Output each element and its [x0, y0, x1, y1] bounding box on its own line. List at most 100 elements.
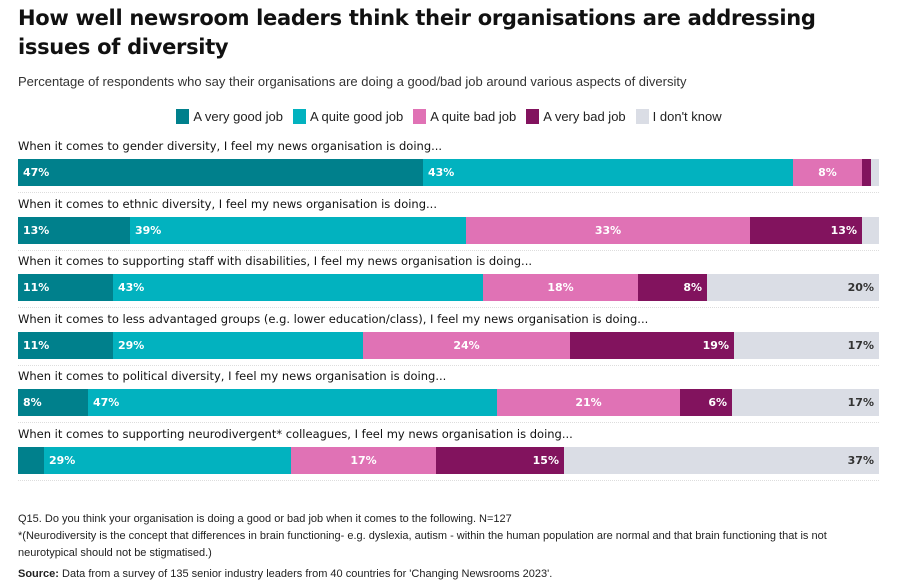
- bar-segment: 19%: [570, 332, 734, 359]
- question-code: Q15: [18, 513, 39, 525]
- chart-subtitle: Percentage of respondents who say their …: [18, 74, 687, 89]
- bar-segment: [862, 159, 871, 186]
- bar-segment: 11%: [18, 332, 113, 359]
- bar-segment: 43%: [423, 159, 793, 186]
- bar-segment: 39%: [130, 217, 466, 244]
- source-label: Source:: [18, 568, 59, 580]
- data-label: 13%: [830, 224, 857, 237]
- bar-segment: 20%: [707, 274, 879, 301]
- bar-segment: 17%: [291, 447, 436, 474]
- bar-segment: 29%: [113, 332, 363, 359]
- legend-swatch: [176, 109, 190, 124]
- data-label: 33%: [594, 224, 622, 237]
- bar-segment: 37%: [564, 447, 879, 474]
- data-label: 17%: [350, 454, 377, 467]
- legend-item: A quite bad job: [413, 109, 516, 124]
- legend-item: A very good job: [176, 109, 283, 124]
- data-label: 18%: [547, 281, 574, 294]
- chart-title: How well newsroom leaders think their or…: [18, 6, 816, 59]
- bar-row: When it comes to gender diversity, I fee…: [18, 138, 879, 193]
- data-label: 37%: [847, 454, 874, 467]
- row-divider: [18, 480, 879, 481]
- bar-segment: 33%: [466, 217, 750, 244]
- row-divider: [18, 192, 879, 193]
- category-label: When it comes to political diversity, I …: [18, 369, 447, 383]
- data-label: 11%: [23, 339, 50, 352]
- data-label: 24%: [453, 339, 480, 352]
- bar-segment: 8%: [18, 389, 88, 416]
- legend-label: I don't know: [652, 109, 722, 124]
- stacked-bar: 29% 17% 15% 37%: [18, 447, 879, 474]
- bar-segment: 43%: [113, 274, 483, 301]
- bar-segment: 24%: [363, 332, 570, 359]
- row-divider: [18, 365, 879, 366]
- data-label: 43%: [428, 166, 455, 179]
- footnote: *(Neurodiversity is the concept that dif…: [18, 530, 827, 559]
- bar-segment: 18%: [483, 274, 638, 301]
- stacked-bar: 11% 29% 24% 19% 17%: [18, 332, 879, 359]
- question-text: . Do you think your organisation is doin…: [38, 513, 512, 525]
- data-label: 47%: [93, 396, 120, 409]
- bar-row: When it comes to supporting neurodiverge…: [18, 426, 879, 481]
- legend-label: A quite bad job: [430, 109, 517, 124]
- stacked-bar: 13% 39% 33% 13%: [18, 217, 879, 244]
- footer: Q15. Do you think your organisation is d…: [18, 511, 888, 583]
- category-label: When it comes to supporting staff with d…: [18, 254, 533, 268]
- legend-label: A quite good job: [309, 109, 404, 124]
- legend-item: I don't know: [635, 109, 722, 124]
- question-note: Q15. Do you think your organisation is d…: [18, 511, 888, 528]
- data-label: 8%: [23, 396, 42, 409]
- bar-segment: 21%: [497, 389, 680, 416]
- data-label: 43%: [118, 281, 145, 294]
- bar-segment: 8%: [793, 159, 862, 186]
- legend-item: A very bad job: [526, 109, 626, 124]
- data-label: 15%: [532, 454, 559, 467]
- data-label: 6%: [708, 396, 727, 409]
- data-label: 19%: [702, 339, 729, 352]
- data-label: 13%: [23, 224, 50, 237]
- legend-swatch: [526, 109, 540, 124]
- legend-label: A very bad job: [543, 109, 626, 124]
- bar-segment: 8%: [638, 274, 707, 301]
- bar-segment: [862, 217, 879, 244]
- bar-segment: 17%: [734, 332, 879, 359]
- stacked-bar: 11% 43% 18% 8% 20%: [18, 274, 879, 301]
- bar-segment: 17%: [732, 389, 879, 416]
- category-label: When it comes to supporting neurodiverge…: [18, 427, 573, 441]
- legend-item: A quite good job: [292, 109, 404, 124]
- row-divider: [18, 422, 879, 423]
- category-label: When it comes to gender diversity, I fee…: [18, 139, 443, 153]
- bar-row: When it comes to supporting staff with d…: [18, 253, 879, 308]
- data-label: 8%: [683, 281, 702, 294]
- bar-segment: 11%: [18, 274, 113, 301]
- bar-segment: 15%: [436, 447, 564, 474]
- data-label: 8%: [818, 166, 837, 179]
- row-divider: [18, 307, 879, 308]
- bar-segment: 13%: [18, 217, 130, 244]
- data-label: 39%: [135, 224, 162, 237]
- legend-swatch: [413, 109, 427, 124]
- bar-segment: 29%: [44, 447, 291, 474]
- data-label: 29%: [49, 454, 76, 467]
- bar-segment: 47%: [18, 159, 423, 186]
- bar-segment: [871, 159, 879, 186]
- data-label: 17%: [847, 396, 874, 409]
- data-label: 11%: [23, 281, 50, 294]
- stacked-bar: 47% 43% 8%: [18, 159, 879, 186]
- source-text: Data from a survey of 135 senior industr…: [58, 568, 553, 580]
- row-divider: [18, 250, 879, 251]
- data-label: 29%: [118, 339, 145, 352]
- bar-row: When it comes to political diversity, I …: [18, 368, 879, 423]
- stacked-bar: 8% 47% 21% 6% 17%: [18, 389, 879, 416]
- legend-swatch: [635, 109, 649, 124]
- bar-segment: 6%: [680, 389, 732, 416]
- legend: A very good job A quite good job A quite b…: [0, 109, 898, 124]
- bar-segment: 47%: [88, 389, 497, 416]
- bar-row: When it comes to ethnic diversity, I fee…: [18, 196, 879, 251]
- data-label: 17%: [847, 339, 874, 352]
- bar-segment: [18, 447, 44, 474]
- source-note: Source: Data from a survey of 135 senior…: [18, 566, 888, 583]
- legend-label: A very good job: [193, 109, 283, 124]
- bar-row: When it comes to less advantaged groups …: [18, 311, 879, 366]
- category-label: When it comes to less advantaged groups …: [18, 312, 649, 326]
